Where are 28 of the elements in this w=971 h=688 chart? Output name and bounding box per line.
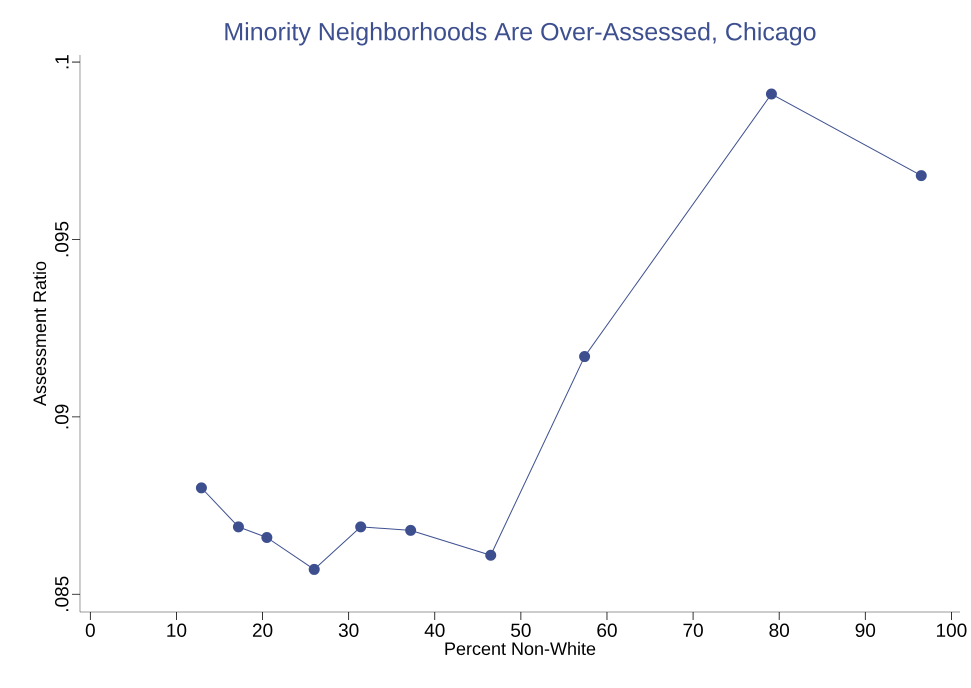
x-tick-label: 40 [424,624,445,637]
x-tick-label: 50 [511,624,531,637]
point [405,524,416,536]
y-axis-title: Assessment Ratio [32,262,46,406]
point [196,482,207,494]
x-tick-label: 100 [936,624,966,637]
x-tick-label: 0 [86,624,95,637]
x-tick-label: 90 [856,624,876,637]
point [485,550,496,561]
x-tick-label: 80 [769,624,790,637]
point [355,521,366,532]
point [232,521,244,532]
point [308,564,320,575]
x-tick-label: 20 [252,624,272,637]
x-axis-title: Percent Non-White [445,642,596,656]
point [579,351,590,362]
y-tick-label: .09 [55,404,68,428]
point [916,170,927,182]
point [766,88,777,100]
x-tick-label: 30 [338,624,358,637]
point [261,532,272,543]
chart-title: Minority Neighborhoods Are Over-Assessed, Chicago [225,22,816,46]
x-tick-label: 10 [167,624,186,637]
y-tick-label: .1 [55,55,68,68]
y-tick-label: .095 [55,222,68,256]
x-tick-label: 70 [683,624,703,637]
y-tick-label: .085 [55,576,68,612]
x-tick-label: 60 [597,624,617,637]
